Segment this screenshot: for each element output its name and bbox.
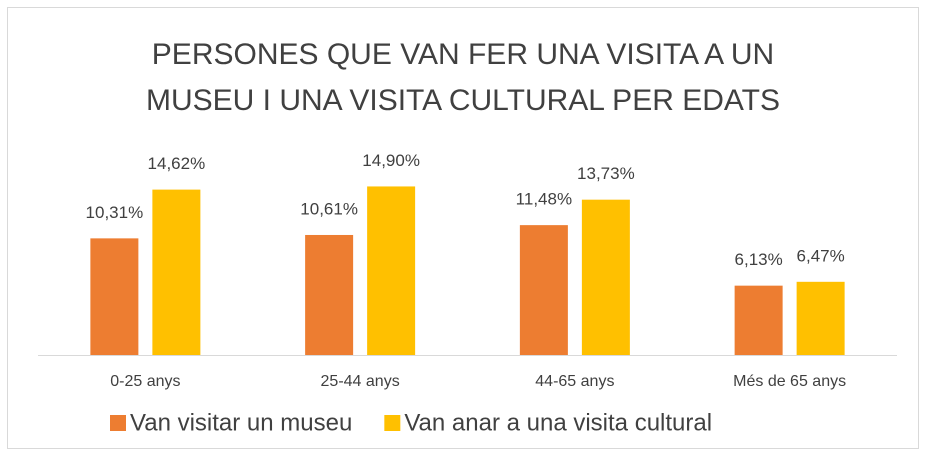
bar	[581, 199, 630, 355]
bar	[734, 285, 783, 355]
legend-label: Van anar a una visita cultural	[404, 409, 712, 436]
chart-title: MUSEU I UNA VISITA CULTURAL PER EDATS	[146, 84, 780, 117]
value-label: 14,62%	[148, 154, 206, 173]
value-label: 14,90%	[362, 151, 420, 170]
chart-title: PERSONES QUE VAN FER UNA VISITA A UN	[152, 38, 774, 71]
bar	[90, 238, 139, 355]
x-tick-label: Més de 65 anys	[733, 373, 846, 390]
bar	[519, 225, 568, 355]
x-tick-label: 44-65 anys	[535, 373, 614, 390]
legend-swatch	[384, 415, 401, 431]
value-label: 11,48%	[516, 190, 572, 209]
value-label: 6,47%	[797, 246, 845, 265]
x-tick-label: 0-25 anys	[110, 373, 180, 390]
legend-swatch	[110, 415, 126, 431]
legend-label: Van visitar un museu	[130, 409, 352, 436]
value-label: 10,61%	[300, 199, 358, 218]
bar	[367, 186, 416, 355]
bar	[796, 281, 845, 355]
bar	[305, 234, 354, 355]
x-tick-label: 25-44 anys	[321, 373, 400, 390]
value-label: 6,13%	[735, 250, 783, 269]
value-label: 13,73%	[577, 164, 635, 183]
value-label: 10,31%	[86, 203, 144, 222]
bar	[152, 189, 201, 355]
